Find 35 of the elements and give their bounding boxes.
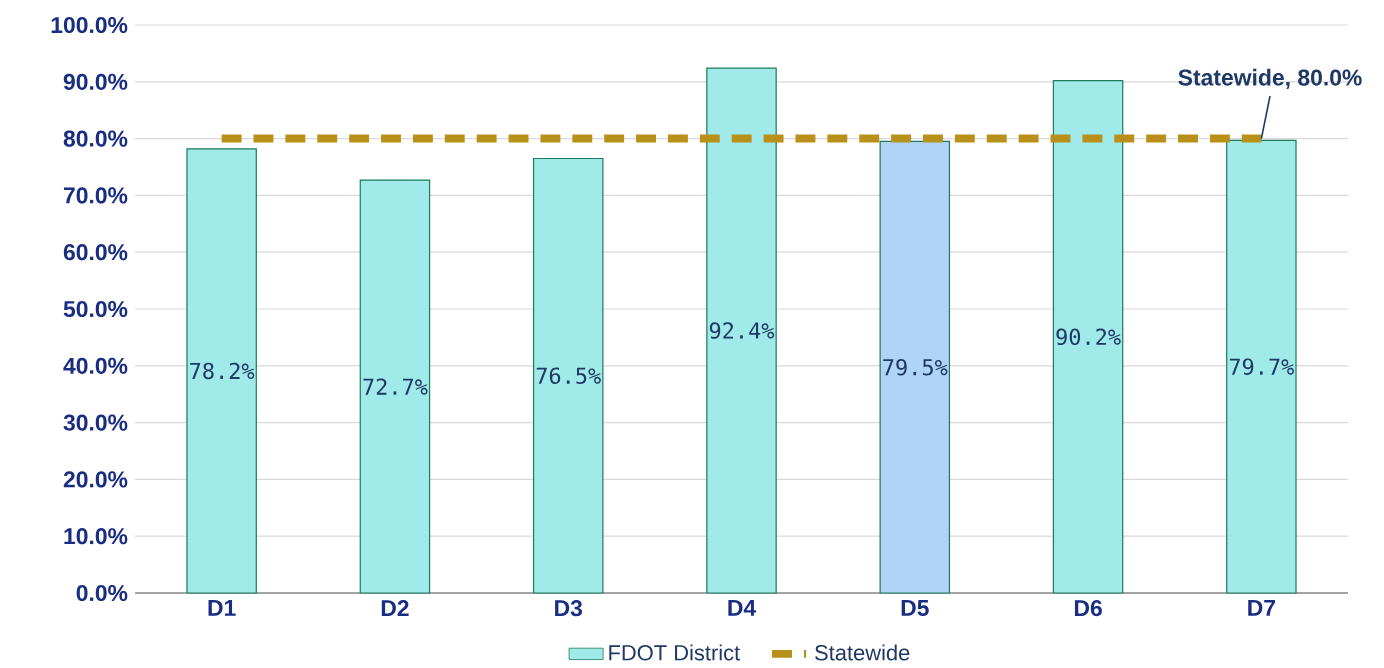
bar [706, 67, 777, 594]
x-tick-label: D7 [1248, 600, 1275, 616]
x-tick-label: D1 [208, 600, 236, 616]
bar [186, 148, 257, 594]
x-tick-label: D6 [1074, 600, 1102, 617]
y-tick-label: 70.0% [63, 187, 128, 204]
y-tick-label: 50.0% [63, 300, 128, 318]
y-tick-label: 60.0% [63, 244, 128, 261]
data-label: 79.7% [1229, 358, 1294, 375]
data-label: 79.5% [883, 358, 948, 376]
bar [1052, 80, 1124, 594]
bar [879, 140, 951, 594]
legend-label: FDOT District [609, 644, 741, 661]
data-label: 72.7% [363, 378, 428, 395]
x-tick-label: D4 [728, 600, 757, 616]
y-tick-label: 90.0% [63, 73, 128, 90]
annotation: Statewide, 80.0% [1178, 68, 1362, 89]
y-tick-label: 80.0% [63, 130, 128, 147]
y-tick-label: 30.0% [63, 414, 128, 431]
y-tick-label: 20.0% [63, 471, 128, 488]
data-label: 78.2% [190, 362, 255, 380]
y-tick-label: 40.0% [63, 357, 128, 374]
y-tick-label: 100.0% [51, 16, 128, 34]
y-tick-label: 10.0% [64, 528, 128, 545]
data-label: 92.4% [709, 322, 775, 339]
data-label: 76.5% [536, 367, 601, 385]
bar [359, 179, 431, 594]
x-tick-label: D3 [555, 600, 583, 617]
bar [1226, 139, 1297, 594]
y-tick-label: 0.0% [76, 584, 128, 602]
bar [532, 157, 604, 594]
legend-label: Statewide [815, 644, 910, 661]
x-tick-label: D5 [901, 600, 929, 617]
x-tick-label: D2 [381, 600, 409, 617]
data-label: 90.2% [1056, 328, 1121, 346]
